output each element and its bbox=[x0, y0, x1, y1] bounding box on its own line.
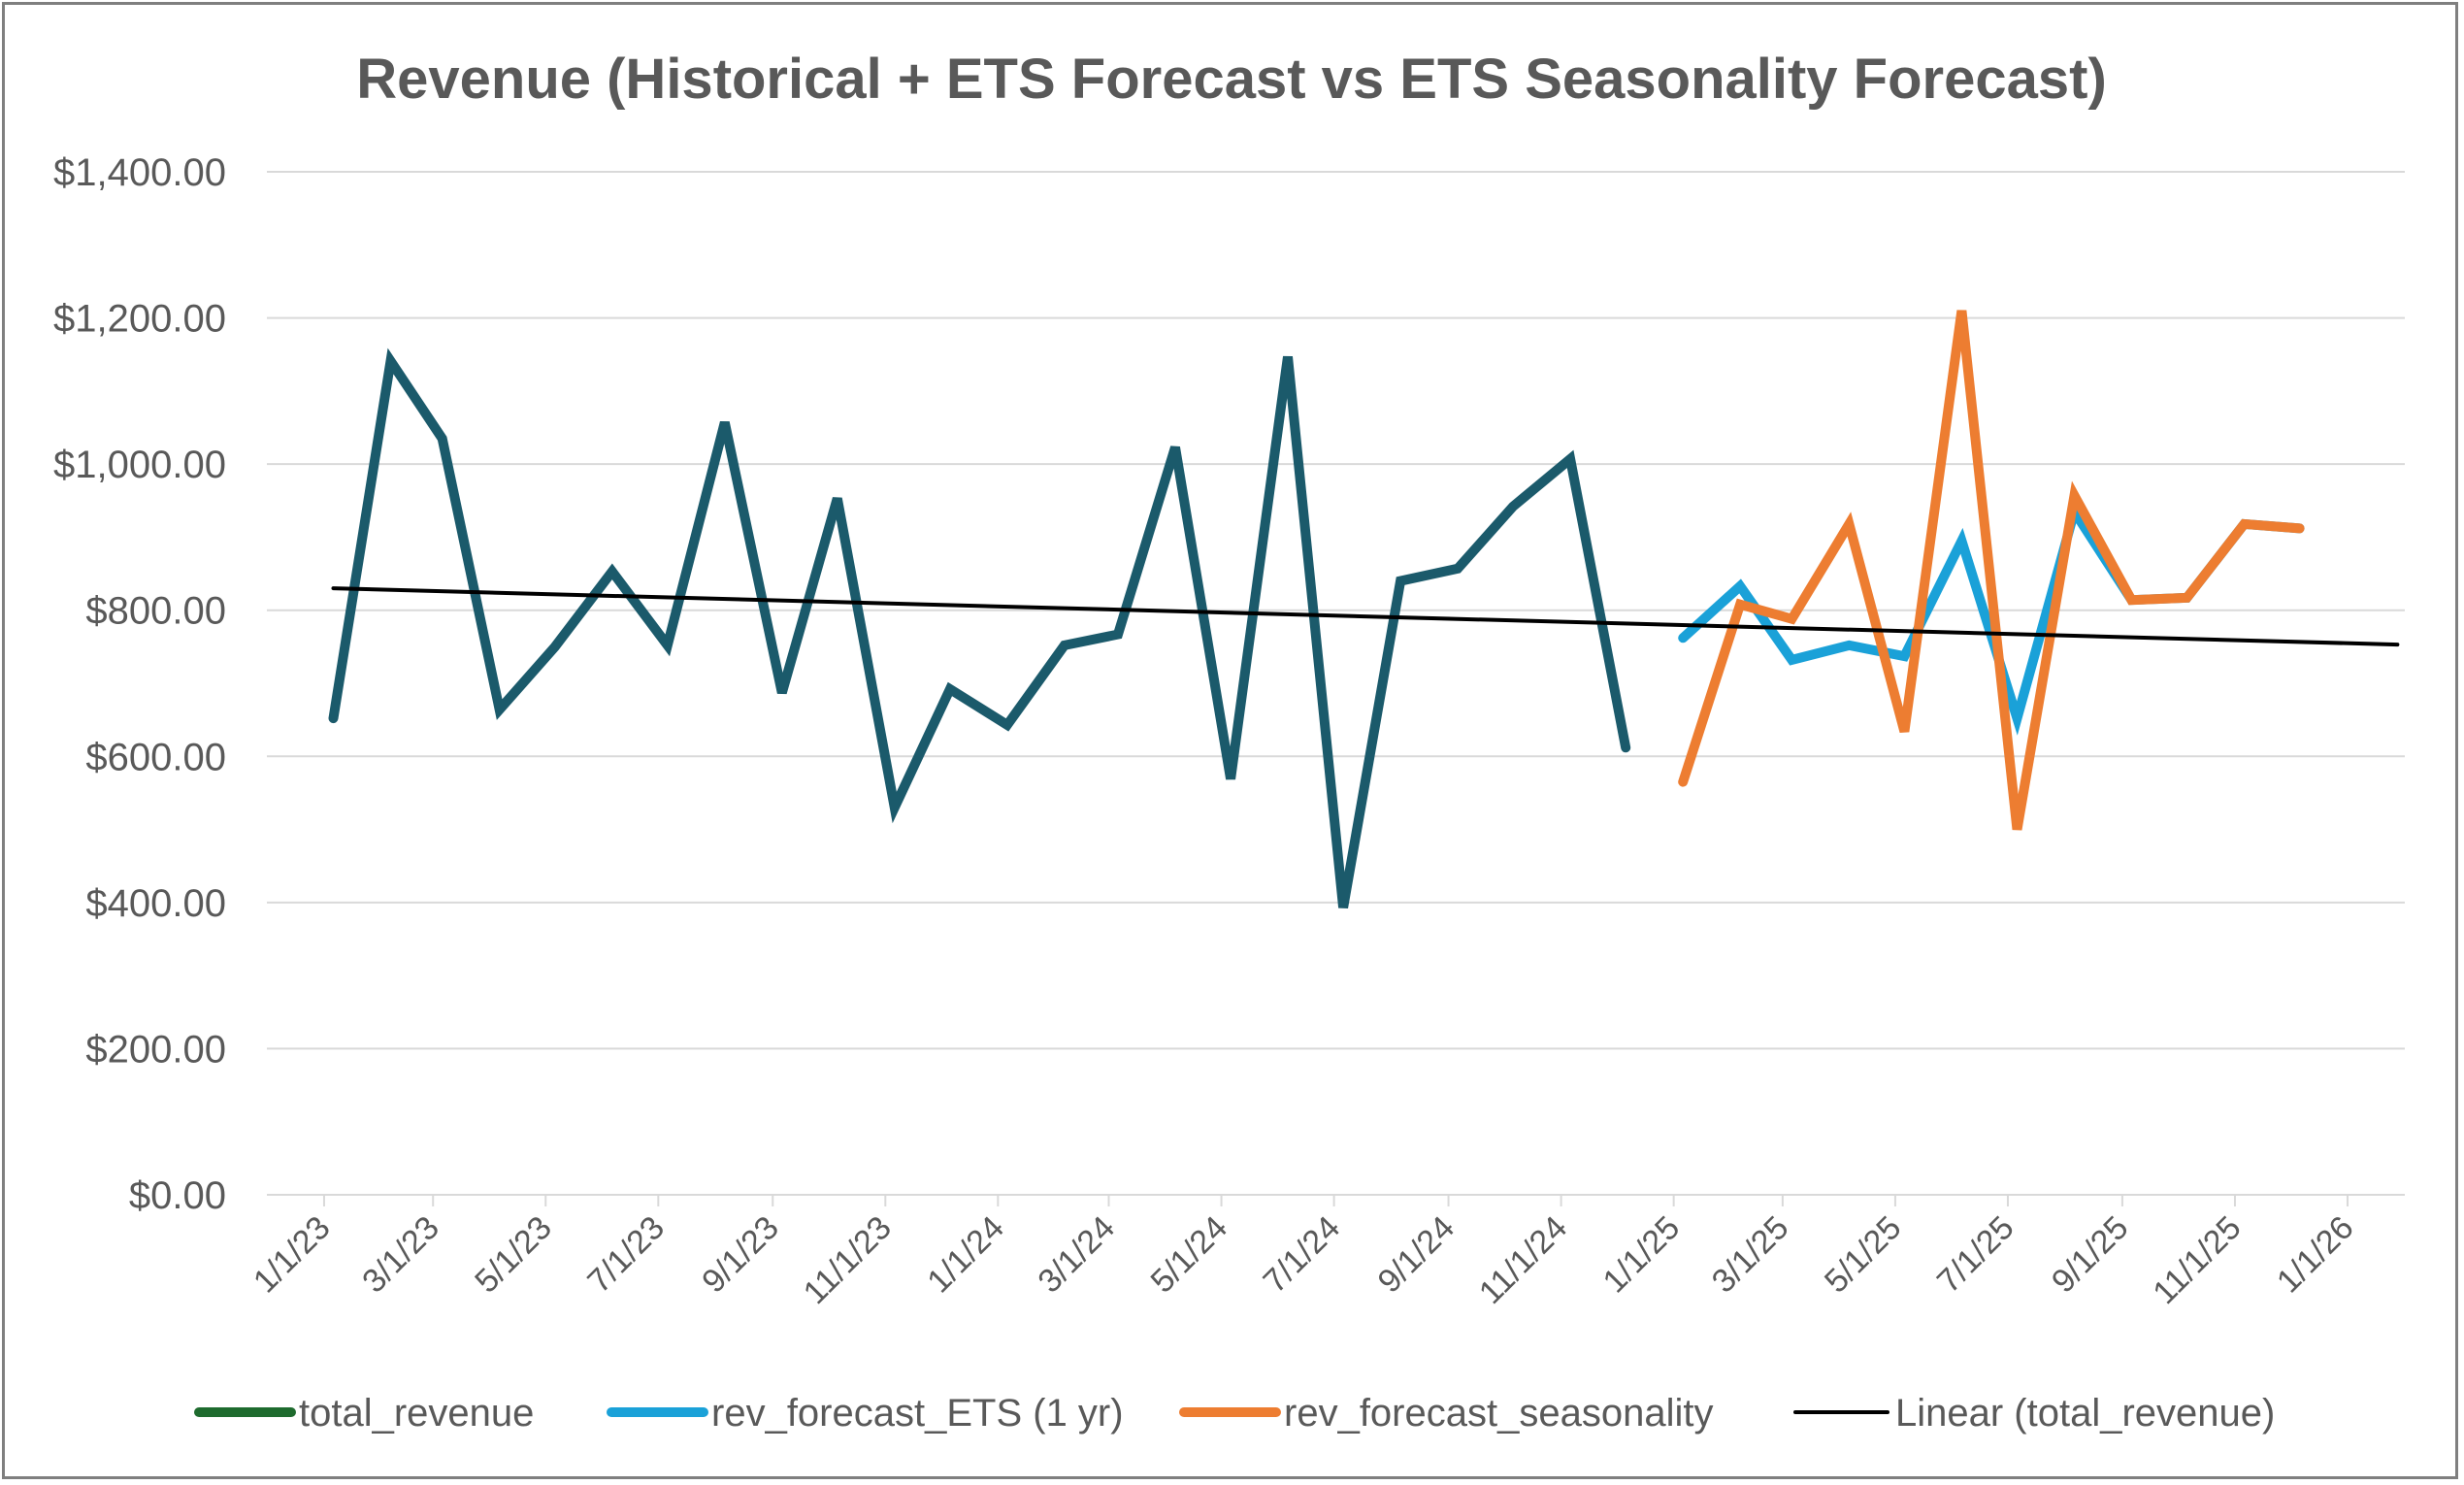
x-axis bbox=[267, 1194, 2405, 1206]
x-tick-label: 11/1/23 bbox=[797, 1209, 899, 1311]
y-tick-label: $1,400.00 bbox=[53, 151, 226, 194]
x-tick-label: 3/1/24 bbox=[1031, 1209, 1122, 1301]
x-tick-label: 9/1/23 bbox=[695, 1209, 786, 1301]
series-line-linear-total-revenue bbox=[331, 586, 2400, 647]
x-tick-label: 5/1/23 bbox=[468, 1209, 559, 1301]
series-line-rev-forecast-seasonality bbox=[1678, 310, 2305, 831]
y-tick-label: $800.00 bbox=[85, 590, 226, 633]
x-tick-label: 1/1/24 bbox=[920, 1209, 1011, 1301]
x-tick-label: 9/1/24 bbox=[1370, 1209, 1462, 1301]
y-tick-label: $1,200.00 bbox=[53, 298, 226, 341]
chart-svg: Revenue (Historical + ETS Forecast vs ET… bbox=[53, 48, 2405, 1435]
legend: total_revenue rev_forecast_ETS (1 yr) rev_… bbox=[194, 1392, 2275, 1435]
x-tick-label: 7/1/23 bbox=[580, 1209, 672, 1301]
x-tick-label: 7/1/24 bbox=[1257, 1209, 1348, 1301]
x-tick-label: 3/1/23 bbox=[355, 1209, 446, 1301]
y-tick-label: $600.00 bbox=[85, 736, 226, 778]
y-tick-label: $400.00 bbox=[85, 882, 226, 925]
gridlines bbox=[267, 171, 2405, 1050]
y-tick-label: $0.00 bbox=[129, 1174, 226, 1217]
x-axis-ticks: 1/1/23 3/1/23 5/1/23 7/1/23 9/1/23 11/1/23 1/1… bbox=[246, 1209, 2361, 1311]
x-tick-label: 3/1/25 bbox=[1705, 1209, 1796, 1301]
x-tick-label: 5/1/24 bbox=[1143, 1209, 1234, 1301]
x-tick-label: 1/1/26 bbox=[2270, 1209, 2361, 1301]
x-tick-label: 1/1/25 bbox=[1596, 1209, 1688, 1301]
x-tick-label: 1/1/23 bbox=[246, 1209, 338, 1301]
y-tick-label: $200.00 bbox=[85, 1028, 226, 1071]
x-tick-label: 11/1/24 bbox=[1472, 1209, 1574, 1311]
legend-label: rev_forecast_seasonality bbox=[1284, 1392, 1713, 1435]
x-tick-label: 5/1/25 bbox=[1818, 1209, 1909, 1301]
chart-title: Revenue (Historical + ETS Forecast vs ET… bbox=[356, 48, 2107, 111]
x-tick-label: 7/1/25 bbox=[1930, 1209, 2021, 1301]
x-tick-label: 11/1/25 bbox=[2146, 1209, 2248, 1311]
x-tick-label: 9/1/25 bbox=[2045, 1209, 2136, 1301]
legend-label: Linear (total_revenue) bbox=[1895, 1392, 2275, 1435]
series-lines bbox=[328, 310, 2400, 908]
legend-label: total_revenue bbox=[299, 1392, 534, 1435]
legend-label: rev_forecast_ETS (1 yr) bbox=[711, 1392, 1124, 1435]
series-line-total-revenue bbox=[328, 347, 1631, 908]
y-axis-ticks: $0.00 $200.00 $400.00 $600.00 $800.00 $1,000.… bbox=[53, 151, 226, 1217]
y-tick-label: $1,000.00 bbox=[53, 444, 226, 486]
